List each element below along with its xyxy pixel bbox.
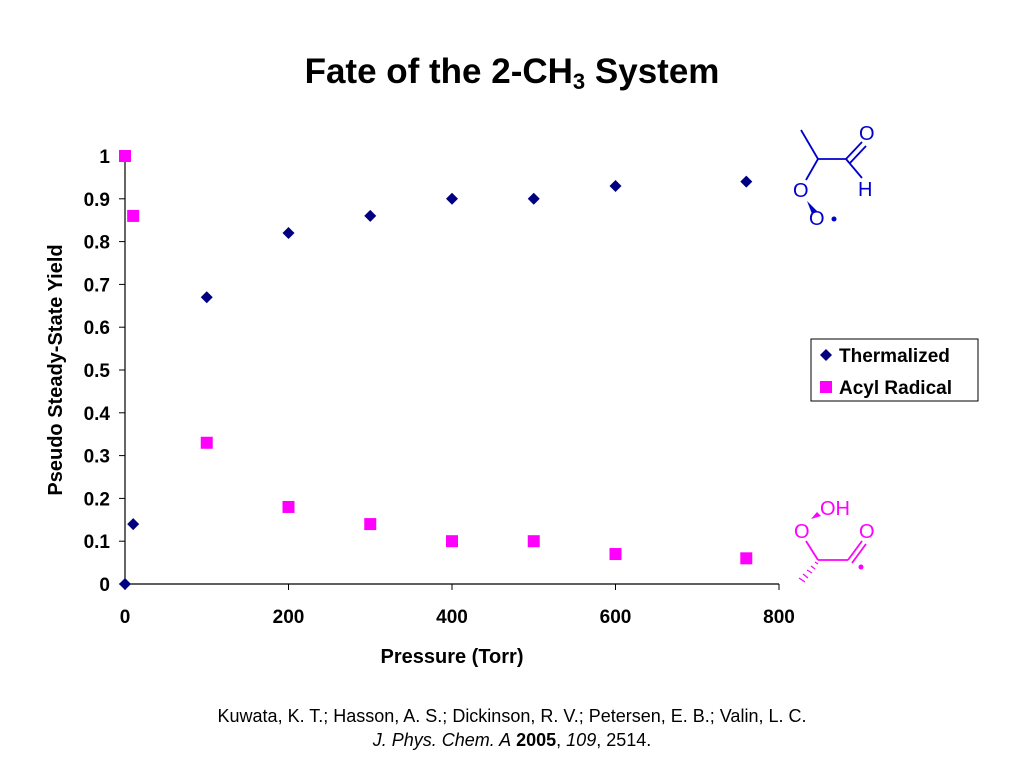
top-structure-o-carbonyl: O <box>859 123 875 145</box>
x-tick-label: 600 <box>600 607 632 628</box>
citation-pages: , 2514. <box>596 730 652 750</box>
chart-title-subscript: 3 <box>572 69 586 94</box>
top-structure-h: H <box>858 179 872 201</box>
y-tick-label: 1 <box>99 147 110 168</box>
citation-journal: J. Phys. Chem. A <box>372 730 512 750</box>
acyl-radical-structure-diagram <box>798 512 867 583</box>
y-tick-label: 0.6 <box>84 318 110 339</box>
y-tick-label: 0.5 <box>84 361 111 382</box>
top-structure-o-radical: O <box>809 208 825 230</box>
y-tick-label: 0.7 <box>84 275 110 296</box>
bottom-structure-o-carbonyl: O <box>859 521 875 543</box>
acyl-radical-point <box>119 150 131 162</box>
x-axis-label: Pressure (Torr) <box>380 646 523 668</box>
acyl-radical-point <box>609 548 622 561</box>
legend-diamond-marker <box>820 349 832 361</box>
thermalized-point <box>119 578 131 590</box>
ticks: 0 0.1 0.2 0.3 0.4 0.5 0.6 0.7 0.8 0.9 1 0 200 400 600 8… <box>84 147 795 628</box>
citation-year: 2005 <box>516 730 557 750</box>
acyl-radical-point <box>282 500 295 513</box>
bottom-structure-o-ether: O <box>794 521 810 543</box>
thermalized-point <box>527 192 540 205</box>
legend-label-acyl-radical: Acyl Radical <box>839 378 952 399</box>
thermalized-point <box>740 175 753 188</box>
y-tick-label: 0.1 <box>84 532 111 553</box>
y-tick-label: 0.9 <box>84 190 110 211</box>
y-tick-label: 0.3 <box>84 447 110 468</box>
acyl-radical-point <box>127 209 140 222</box>
citation-volume: 109 <box>566 730 597 750</box>
legend-label-thermalized: Thermalized <box>839 346 950 367</box>
chart-title: Fate of the 2-CH3 System <box>0 52 1024 95</box>
thermalized-point <box>446 192 458 205</box>
x-tick-label: 800 <box>763 607 795 628</box>
bottom-structure-oh: OH <box>820 498 850 520</box>
thermalized-point <box>200 291 213 304</box>
thermalized-point <box>364 209 377 222</box>
chart-title-tail: System <box>585 52 720 91</box>
y-tick-label: 0.4 <box>84 404 111 425</box>
legend-square-marker <box>820 381 832 393</box>
thermalized-point <box>282 227 295 240</box>
scatter-chart: 0 0.1 0.2 0.3 0.4 0.5 0.6 0.7 0.8 0.9 1 0 200 400 600 8… <box>45 123 979 668</box>
axes <box>124 156 779 585</box>
peroxy-structure-diagram <box>800 129 867 222</box>
x-tick-label: 200 <box>273 607 305 628</box>
thermalized-point <box>127 518 140 531</box>
legend: Thermalized Acyl Radical <box>810 338 979 402</box>
data-points <box>119 150 753 590</box>
acyl-radical-point <box>446 535 458 548</box>
top-structure-o-ether: O <box>793 180 809 202</box>
citation: Kuwata, K. T.; Hasson, A. S.; Dickinson,… <box>0 704 1024 752</box>
y-axis-label: Pseudo Steady-State Yield <box>45 244 67 495</box>
y-tick-label: 0 <box>99 575 110 596</box>
citation-authors: Kuwata, K. T.; Hasson, A. S.; Dickinson,… <box>217 706 807 726</box>
x-tick-label: 400 <box>436 607 468 628</box>
acyl-radical-point <box>740 552 753 565</box>
citation-reference: J. Phys. Chem. A 2005, 109, 2514. <box>372 730 652 750</box>
acyl-radical-point <box>200 436 213 449</box>
acyl-radical-point <box>364 518 377 531</box>
thermalized-point <box>609 179 622 192</box>
y-tick-label: 0.8 <box>84 233 110 254</box>
legend-box <box>810 338 979 402</box>
acyl-radical-point <box>527 535 540 548</box>
x-tick-label: 0 <box>120 607 131 628</box>
chart-title-main: Fate of the 2-CH <box>304 52 573 91</box>
y-tick-label: 0.2 <box>84 489 110 510</box>
